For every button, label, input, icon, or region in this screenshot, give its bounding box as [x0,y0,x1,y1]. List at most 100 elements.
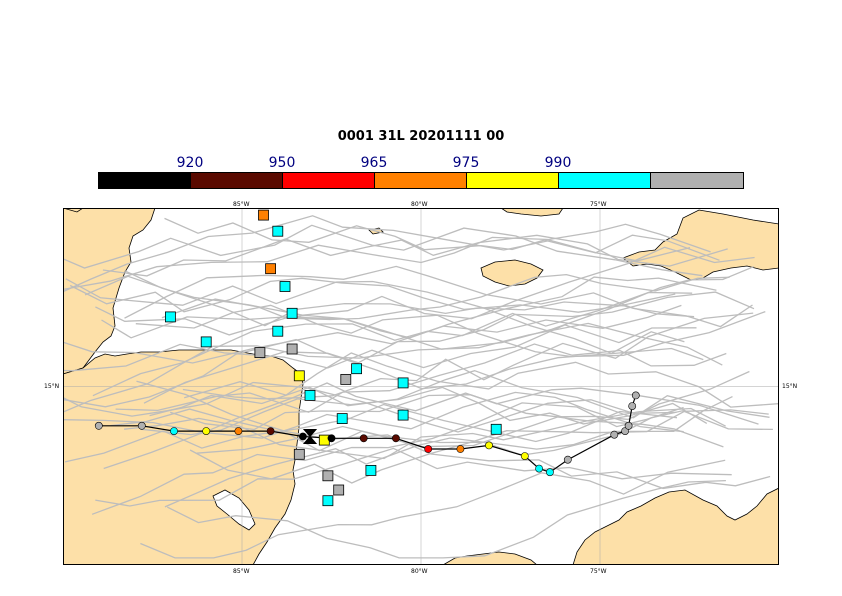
ensemble-track [124,265,753,328]
land-central-america [63,349,304,565]
ensemble-track [69,277,676,313]
legend-label-920: 920 [176,155,204,171]
ensemble-track [63,381,677,433]
ensemble-track [63,304,682,364]
ensemble-marker [333,484,345,496]
ensemble-marker [293,370,305,382]
legend-swatch-darkred [190,172,283,189]
ensemble-track [124,246,755,320]
ensemble-marker [286,307,298,319]
ensemble-marker [254,347,266,359]
track-point [137,421,146,430]
lat-label-left-15n: 15°N [44,383,60,390]
legend-label-975: 975 [452,155,480,171]
track-point [628,402,637,410]
storm-position [302,428,318,444]
lon-label-bottom-85w: 85°W [233,568,250,575]
legend-label-965: 965 [360,155,388,171]
land-cuba [500,208,564,217]
ensemble-track [164,217,720,261]
legend-label-950: 950 [268,155,296,171]
track-point [327,434,336,443]
track-point [266,427,275,435]
map-panel [63,208,779,565]
ensemble-track [91,402,684,515]
ensemble-track [63,324,697,372]
main-track-line [98,395,637,473]
legend-label-990: 990 [544,155,572,171]
ensemble-track [63,322,723,413]
ensemble-marker [286,343,298,355]
ensemble-track [149,370,770,419]
ensemble-track [103,382,759,470]
track-point [563,455,572,464]
track-point [298,432,307,441]
legend-swatch-red [282,172,375,189]
ensemble-track [189,409,769,484]
track-point [624,421,633,430]
ensemble-track [65,278,685,355]
ensemble-track [184,352,779,408]
ensemble-marker [322,470,334,482]
ensemble-marker [272,225,284,237]
ensemble-marker [318,434,330,446]
chart-title: 0001 31L 20201111 00 [337,129,505,144]
ensemble-track [102,234,728,277]
ensemble-track [143,291,755,404]
ensemble-markers [165,209,502,507]
track-point [234,427,243,435]
legend-swatch-yellow [466,172,559,189]
ensemble-track [63,391,684,439]
track-point [520,452,529,460]
pressure-legend: 920 950 965 975 990 [98,155,744,195]
lon-label-bottom-75w: 75°W [590,568,607,575]
hurricane-symbol-icon [302,428,318,444]
track-point [359,434,368,443]
legend-swatch-orange [374,172,467,189]
ensemble-track [124,407,726,460]
ensemble-marker [351,363,363,375]
ensemble-track [161,273,730,321]
ensemble-track [167,479,726,559]
legend-swatch-black [98,172,191,189]
ensemble-track [115,343,727,413]
track-point [391,434,400,443]
track-point [631,391,640,400]
track-point [610,430,619,439]
ensemble-marker [365,464,377,476]
ensemble-marker [304,389,316,401]
land-yucatan [63,208,156,375]
ensemble-marker [265,263,277,275]
ensemble-marker [397,377,409,389]
main-track-markers [94,391,640,477]
ensemble-marker [322,495,334,507]
lon-label-top-80w: 80°W [411,201,428,208]
ensemble-marker [165,311,176,323]
main-track-polyline [98,395,637,473]
ensemble-track [182,312,754,400]
ensemble-marker [200,336,212,348]
track-point [94,421,103,430]
ensemble-tracks [63,215,779,559]
lon-label-top-85w: 85°W [233,201,250,208]
map-frame [63,208,779,565]
track-point [456,445,465,453]
ensemble-marker [340,373,352,385]
track-point [424,445,433,453]
ensemble-track [63,338,704,408]
ensemble-track [140,459,726,559]
ensemble-marker [336,413,348,425]
ensemble-marker [258,209,269,221]
track-point [170,427,178,435]
ensemble-track [136,380,771,490]
ensemble-marker [272,325,284,337]
lon-label-bottom-80w: 80°W [411,568,428,575]
lat-label-right-15n: 15°N [782,383,798,390]
ensemble-marker [279,281,291,292]
ensemble-track [63,224,703,277]
track-point [535,464,543,473]
lake-nicaragua [212,489,256,531]
legend-swatch-cyan [558,172,651,189]
track-point [202,427,211,435]
track-point [545,468,554,477]
